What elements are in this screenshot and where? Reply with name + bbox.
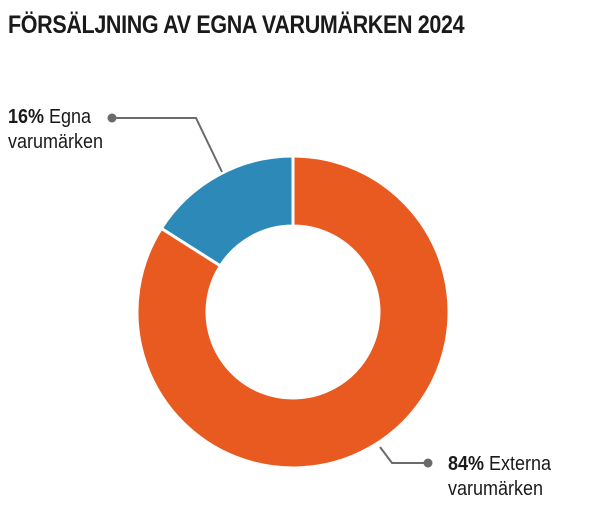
slice-label-egna: 16% Egna varumärken — [8, 105, 103, 155]
leader-line-egna — [112, 117, 223, 173]
donut-slices — [135, 154, 451, 470]
slice-label-externa-line2: varumärken — [448, 478, 544, 500]
slice-name-externa: Externa — [489, 453, 552, 475]
leader-line-externa — [379, 446, 428, 464]
slice-percent-egna: 16% — [8, 106, 45, 128]
slice-label-externa: 84% Externa varumärken — [448, 452, 551, 502]
leader-lines — [107, 113, 433, 468]
slice-percent-externa: 84% — [448, 453, 485, 475]
chart-title: FÖRSÄLJNING AV EGNA VARUMÄRKEN 2024 — [8, 11, 465, 39]
slice-label-egna-line2: varumärken — [8, 131, 104, 153]
leader-dot-externa — [423, 458, 433, 468]
slice-label-egna-line1: 16% Egna — [8, 105, 103, 130]
slice-name-egna: Egna — [49, 106, 92, 128]
leader-dot-egna — [107, 113, 117, 123]
slice-label-externa-line1: 84% Externa — [448, 452, 551, 477]
donut-slice-externa — [135, 154, 451, 470]
